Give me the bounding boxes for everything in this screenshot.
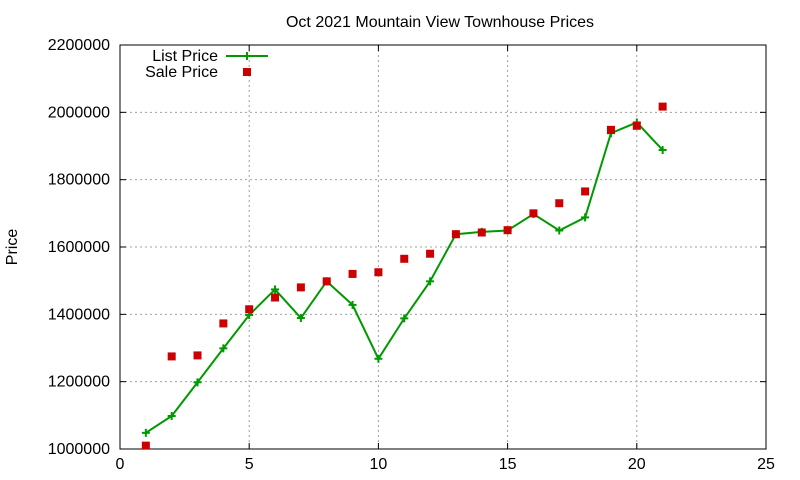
- legend-marker: [243, 52, 251, 60]
- list-price-point: [219, 344, 228, 353]
- sale-price-point: [426, 249, 435, 258]
- sale-price-point: [374, 268, 383, 277]
- axis-ticks: 0 5 10 15 20 25 1000000 1200000 1400000 1600000 18…: [48, 37, 775, 473]
- sale-price-point: [400, 254, 409, 263]
- y-tick-label: 1600000: [48, 239, 110, 256]
- chart-title: Oct 2021 Mountain View Townhouse Prices: [286, 14, 594, 31]
- list-price-point: [193, 378, 202, 387]
- sale-price-point: [296, 283, 305, 292]
- list-price-point: [167, 412, 176, 421]
- y-tick-label: 1800000: [48, 172, 110, 189]
- legend-label: List Price: [152, 48, 218, 65]
- sale-price-point: [219, 319, 228, 328]
- grid: [120, 45, 766, 449]
- sale-price-point: [581, 187, 590, 196]
- x-tick-label: 10: [370, 456, 388, 473]
- sale-price-point: [322, 277, 331, 286]
- sale-price-point: [167, 352, 176, 361]
- list-price-point: [658, 146, 667, 155]
- list-price-point: [400, 314, 409, 323]
- sale-price-point: [555, 199, 564, 208]
- x-tick-label: 25: [757, 456, 775, 473]
- series-list-price: [141, 118, 667, 437]
- legend-marker: [243, 68, 251, 76]
- list-price-line: [145, 121, 664, 434]
- list-price-point: [348, 300, 357, 309]
- list-price-point: [581, 213, 590, 222]
- list-price-point: [374, 354, 383, 363]
- sale-price-point: [141, 441, 150, 450]
- sale-price-point: [245, 305, 254, 314]
- sale-price-point: [632, 121, 641, 130]
- legend-label: Sale Price: [145, 64, 218, 81]
- y-tick-label: 1400000: [48, 306, 110, 323]
- series: [141, 102, 667, 450]
- sale-price-point: [193, 351, 202, 360]
- y-axis-label: Price: [4, 229, 21, 266]
- sale-price-point: [451, 230, 460, 239]
- list-price-point: [271, 285, 280, 294]
- series-sale-price: [141, 102, 667, 450]
- list-price-point: [555, 226, 564, 235]
- sale-price-point: [606, 125, 615, 134]
- y-tick-label: 2000000: [48, 104, 110, 121]
- sale-price-point: [503, 226, 512, 235]
- x-tick-label: 0: [116, 456, 125, 473]
- sale-price-point: [271, 293, 280, 302]
- x-tick-label: 5: [245, 456, 254, 473]
- sale-price-point: [658, 102, 667, 111]
- x-tick-label: 15: [499, 456, 517, 473]
- sale-price-point: [529, 209, 538, 218]
- y-tick-label: 1200000: [48, 374, 110, 391]
- y-tick-label: 1000000: [48, 441, 110, 458]
- sale-price-point: [477, 228, 486, 237]
- y-tick-label: 2200000: [48, 37, 110, 54]
- x-tick-label: 20: [628, 456, 646, 473]
- sale-price-point: [348, 269, 357, 278]
- list-price-point: [141, 428, 150, 437]
- list-price-point: [296, 314, 305, 323]
- list-price-point: [426, 277, 435, 286]
